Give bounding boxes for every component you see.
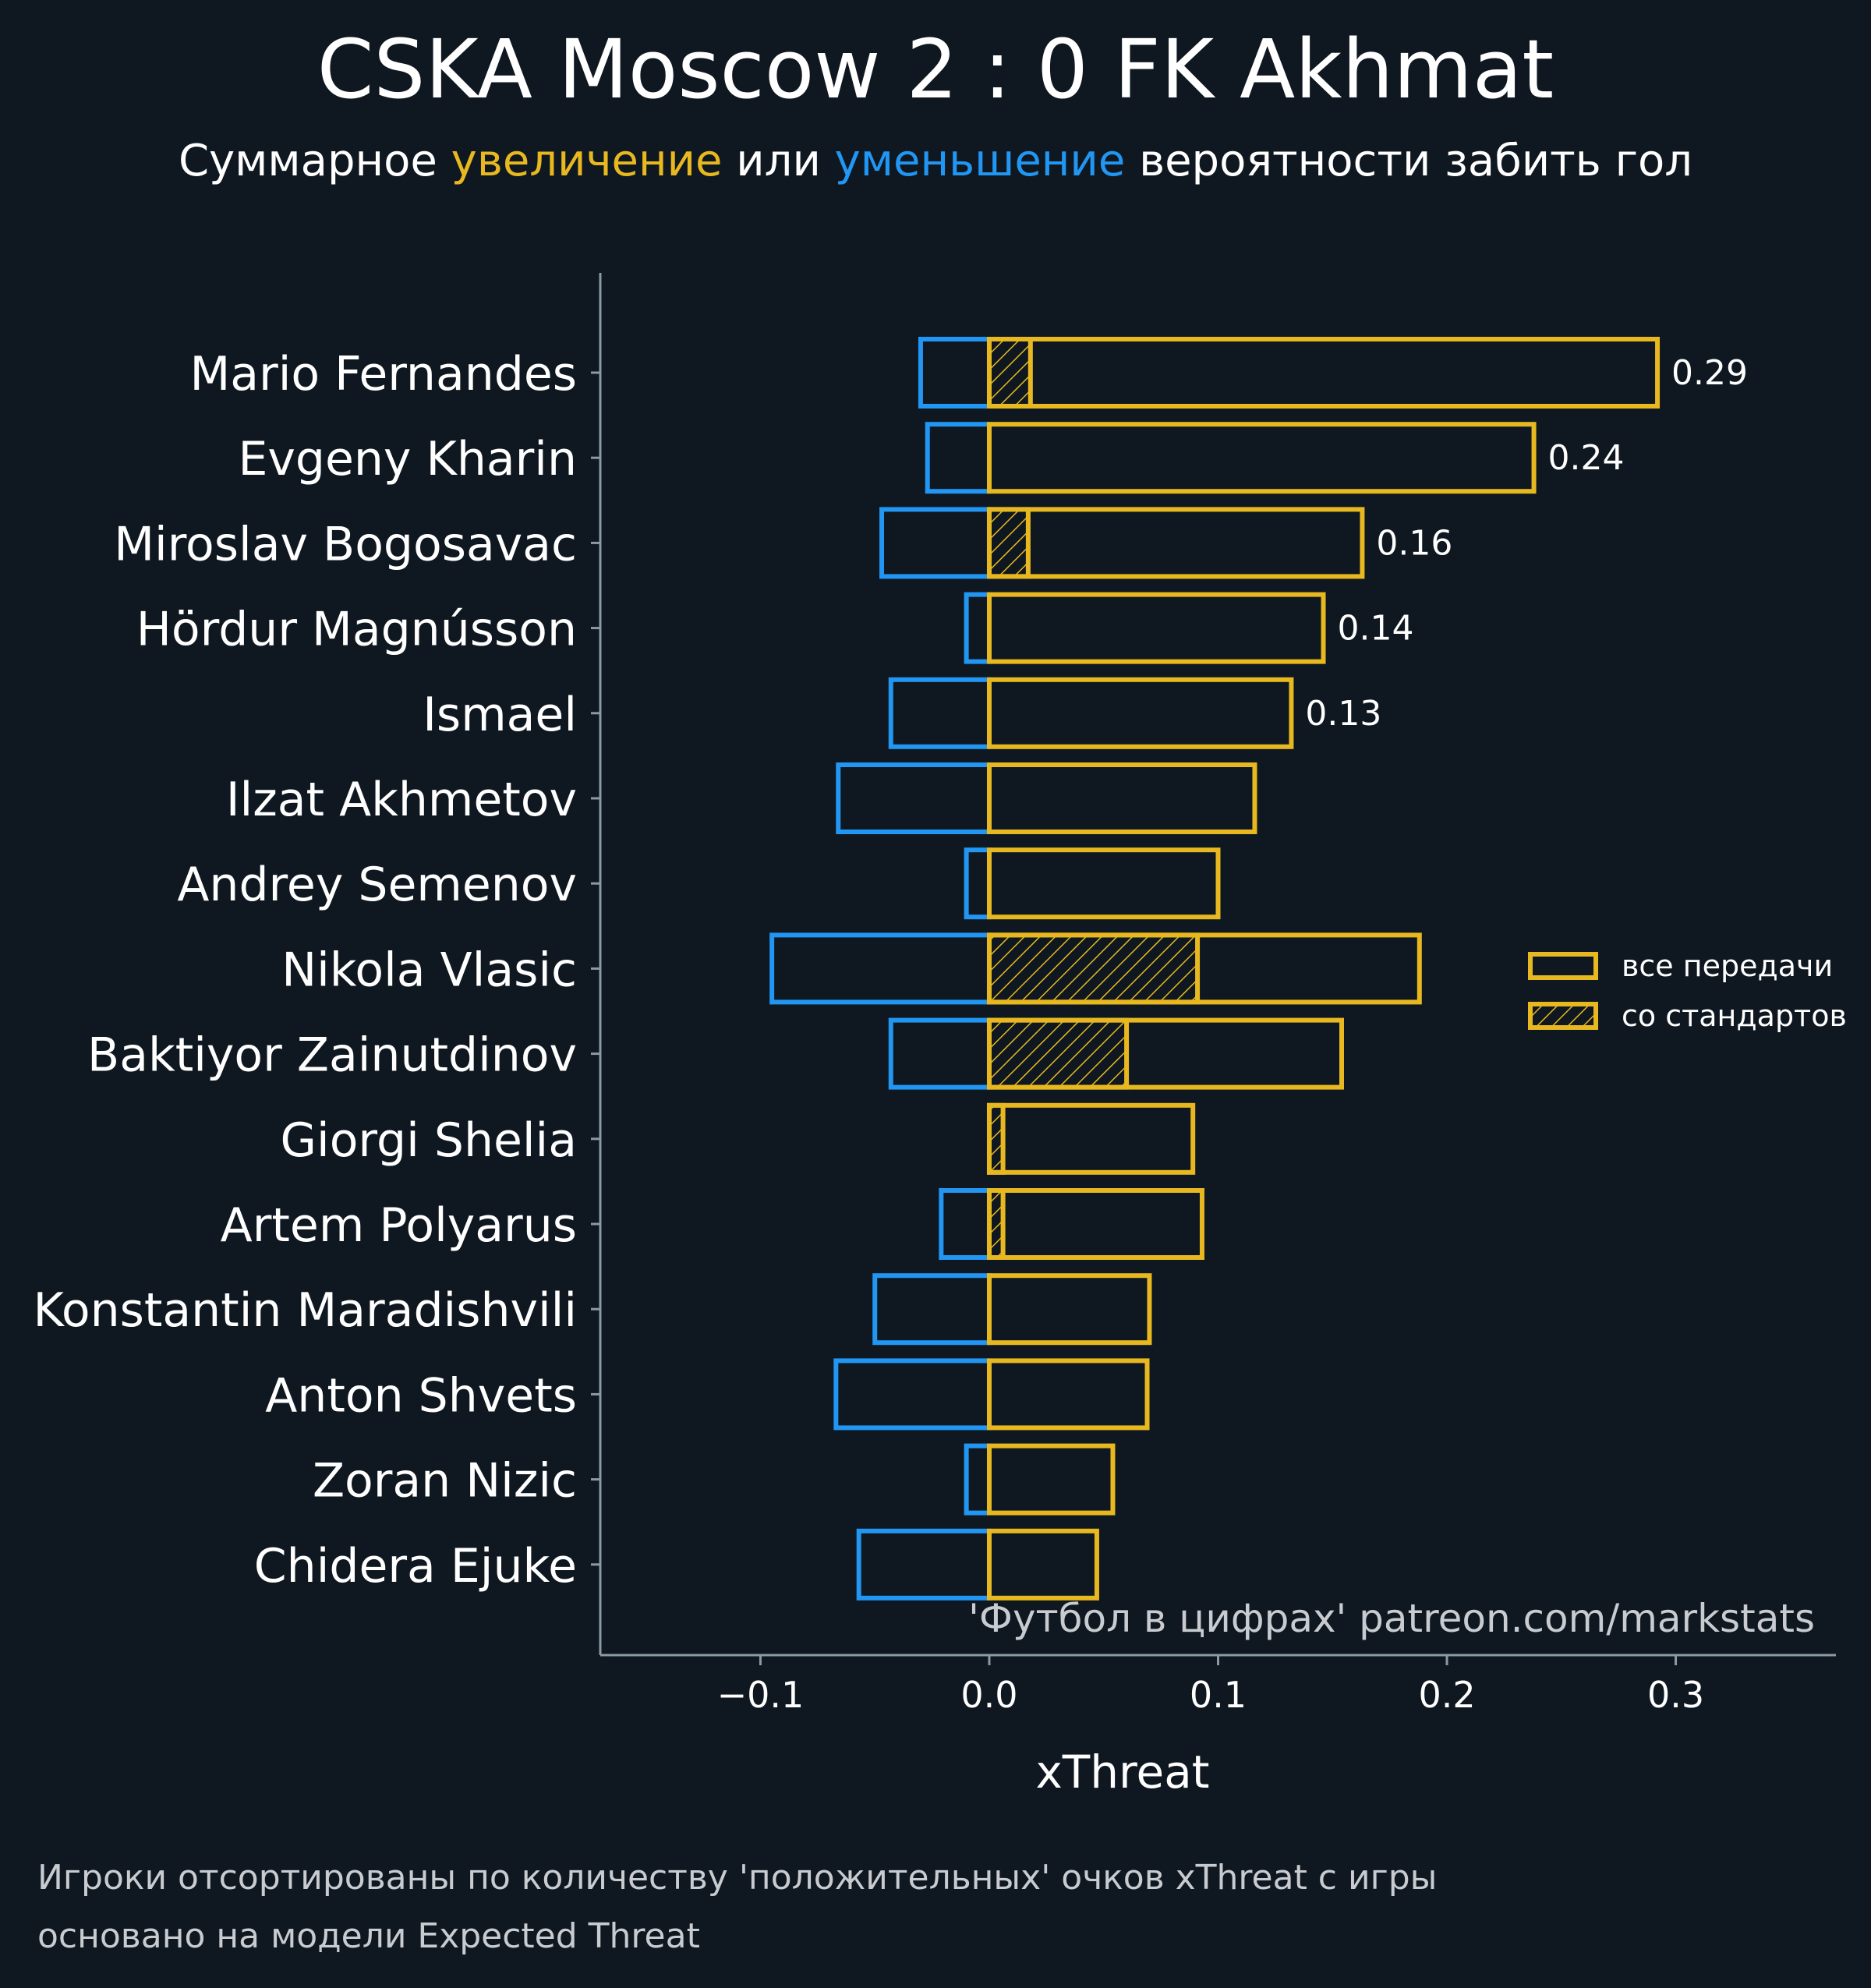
x-tick-label-2: 0.1	[1190, 1674, 1247, 1716]
bar-negative-ilzat-akhmetov	[836, 762, 992, 834]
bar-negative-nikola-vlasic	[769, 932, 992, 1005]
bar-positive-evgeny-kharin	[986, 422, 1537, 494]
y-label-artem-polyarus: Artem Polyarus	[221, 1198, 577, 1253]
value-label-mario-fernandes: 0.29	[1671, 353, 1748, 393]
bar-positive-nikola-vlasic	[986, 932, 1422, 1005]
bar-positive-h-rdur-magn-sson	[986, 592, 1326, 664]
bar-positive-andrey-semenov	[986, 847, 1221, 920]
bar-positive-ilzat-akhmetov	[986, 762, 1257, 834]
value-label-miroslav-bogosavac: 0.16	[1376, 523, 1452, 563]
x-tick-label-1: 0.0	[960, 1674, 1017, 1716]
y-label-miroslav-bogosavac: Miroslav Bogosavac	[114, 517, 577, 571]
bar-positive-baktiyor-zainutdinov	[986, 1017, 1344, 1090]
bar-negative-evgeny-kharin	[925, 422, 992, 494]
y-label-zoran-nizic: Zoran Nizic	[313, 1454, 577, 1509]
bar-setpiece-mario-fernandes	[986, 337, 1033, 409]
y-label-giorgi-shelia: Giorgi Shelia	[281, 1113, 577, 1168]
x-tick-label-3: 0.2	[1418, 1674, 1475, 1716]
bar-negative-anton-shvets	[833, 1358, 992, 1431]
bar-positive-anton-shvets	[986, 1358, 1150, 1431]
legend-label-all-passes: все передачи	[1622, 949, 1833, 983]
y-label-ilzat-akhmetov: Ilzat Akhmetov	[226, 773, 577, 827]
y-label-h-rdur-magn-sson: Hördur Magnússon	[136, 603, 577, 657]
y-label-chidera-ejuke: Chidera Ejuke	[254, 1539, 577, 1594]
y-label-nikola-vlasic: Nikola Vlasic	[281, 943, 577, 997]
bar-negative-artem-polyarus	[939, 1188, 992, 1260]
subtitle-part-0: Суммарное	[179, 136, 451, 186]
y-label-mario-fernandes: Mario Fernandes	[190, 347, 578, 401]
y-tick-labels: Mario Fernandes Evgeny Kharin Miroslav Bog…	[34, 347, 600, 1594]
bar-positive-konstantin-maradishvili	[986, 1273, 1152, 1346]
y-label-konstantin-maradishvili: Konstantin Maradishvili	[34, 1283, 578, 1338]
x-axis-label: xThreat	[1035, 1746, 1209, 1799]
bar-setpiece-baktiyor-zainutdinov	[986, 1017, 1130, 1090]
bar-negative-zoran-nizic	[964, 1443, 992, 1516]
legend-swatch-all-passes	[1528, 952, 1598, 980]
footnote-line-1: Игроки отсортированы по количеству 'поло…	[37, 1858, 1437, 1898]
bar-negative-mario-fernandes	[918, 337, 992, 409]
bars-group: 0.29 0.24 0.16 0.14 0.13	[769, 337, 1748, 1601]
bar-negative-miroslav-bogosavac	[879, 507, 992, 579]
bar-positive-ismael	[986, 677, 1294, 749]
chart-subtitle: Суммарное увеличение или уменьшение веро…	[179, 136, 1692, 186]
bar-positive-zoran-nizic	[986, 1443, 1116, 1516]
subtitle-part-3: уменьшение	[835, 136, 1126, 186]
x-tick-labels: −0.1 0.0 0.1 0.2 0.3	[717, 1655, 1704, 1716]
y-label-evgeny-kharin: Evgeny Kharin	[238, 432, 577, 486]
bar-setpiece-nikola-vlasic	[986, 932, 1201, 1005]
value-label-evgeny-kharin: 0.24	[1548, 438, 1625, 478]
legend-label-set-pieces: со стандартов	[1622, 999, 1847, 1033]
subtitle-part-1: увеличение	[451, 136, 723, 186]
bar-negative-konstantin-maradishvili	[872, 1273, 992, 1346]
y-label-anton-shvets: Anton Shvets	[265, 1368, 577, 1423]
bar-positive-chidera-ejuke	[986, 1528, 1099, 1601]
y-label-andrey-semenov: Andrey Semenov	[177, 858, 577, 912]
subtitle-part-2: или	[722, 136, 834, 186]
bar-setpiece-miroslav-bogosavac	[986, 507, 1031, 579]
watermark: 'Футбол в цифрах' patreon.com/markstats	[968, 1596, 1815, 1641]
bar-negative-h-rdur-magn-sson	[964, 592, 992, 664]
bar-negative-andrey-semenov	[964, 847, 992, 920]
y-label-ismael: Ismael	[423, 688, 577, 742]
x-tick-label-0: −0.1	[717, 1674, 805, 1716]
x-tick-label-4: 0.3	[1647, 1674, 1704, 1716]
value-label-ismael: 0.13	[1305, 694, 1381, 734]
value-label-h-rdur-magn-sson: 0.14	[1338, 609, 1414, 649]
y-label-baktiyor-zainutdinov: Baktiyor Zainutdinov	[87, 1028, 577, 1083]
bar-positive-giorgi-shelia	[986, 1102, 1196, 1175]
bar-negative-ismael	[888, 677, 992, 749]
bar-negative-baktiyor-zainutdinov	[888, 1017, 992, 1090]
bar-positive-mario-fernandes	[986, 337, 1661, 409]
footnote-line-2: основано на модели Expected Threat	[37, 1916, 700, 1956]
bar-positive-artem-polyarus	[986, 1188, 1204, 1260]
bar-positive-miroslav-bogosavac	[986, 507, 1365, 579]
chart-title: CSKA Moscow 2 : 0 FK Akhmat	[317, 22, 1554, 117]
legend-swatch-set-pieces	[1528, 1002, 1598, 1030]
bar-negative-chidera-ejuke	[856, 1528, 992, 1601]
subtitle-part-4: вероятности забить гол	[1125, 136, 1692, 186]
legend: все передачи со стандартов	[1528, 949, 1847, 1033]
